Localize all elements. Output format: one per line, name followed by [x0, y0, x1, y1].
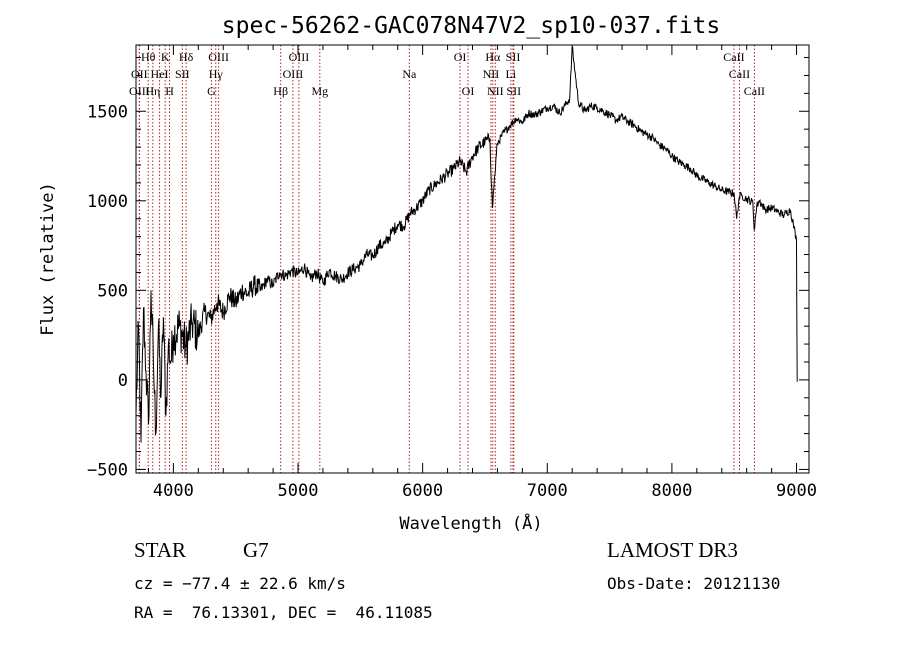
y-tick-label: 1500: [87, 102, 128, 122]
series-layer: [135, 45, 798, 443]
spectral-line-label: Hθ: [141, 50, 156, 64]
y-tick-label: 500: [97, 281, 128, 301]
spectral-line-label: H: [165, 84, 174, 98]
ra-dec-coordinates: RA = 76.13301, DEC = 46.11085: [134, 603, 433, 622]
spectral-line-label: K: [161, 50, 170, 64]
object-class: STAR: [134, 538, 186, 562]
spectral-line-label: OI: [462, 84, 475, 98]
y-axis-label: Flux (relative): [38, 182, 58, 336]
spectral-line-label: Hβ: [273, 84, 288, 98]
x-tick-label: 4000: [153, 481, 194, 501]
spectral-line-label: Hη: [145, 84, 160, 98]
x-axis: 4000 5000 6000 7000 8000 9000: [147, 45, 817, 501]
y-tick-label: 1000: [87, 192, 128, 212]
x-tick-label: 5000: [278, 481, 319, 501]
x-tick-label: 9000: [776, 481, 817, 501]
x-axis-label: Wavelength (Å): [399, 512, 542, 534]
spectral-line-label: Na: [402, 67, 417, 81]
spectral-line-label: SII: [175, 67, 190, 81]
spectral-line-label: HeI: [151, 67, 169, 81]
spectral-line-label: OI: [454, 50, 467, 64]
y-axis: −500 0 500 1000 1500: [87, 57, 809, 480]
spectral-line-label: Hα: [485, 50, 501, 64]
spectral-line-label: Mg: [311, 84, 328, 98]
spectral-line-label: OIII: [129, 84, 150, 98]
spectral-line-label: SII: [506, 50, 521, 64]
plot-frame: [135, 44, 810, 474]
y-tick-label: −500: [87, 460, 128, 480]
redshift-cz: cz = −77.4 ± 22.6 km/s: [134, 574, 346, 593]
spectral-line-label: OIII: [289, 50, 310, 64]
spectral-line-label: NII: [483, 67, 500, 81]
spectral-line-label: CaII: [723, 50, 744, 64]
spectral-line-label: CaII: [729, 67, 750, 81]
spectral-line-label: Li: [506, 67, 517, 81]
survey-name: LAMOST DR3: [607, 538, 738, 562]
spectral-line-label: OIII: [208, 50, 229, 64]
x-tick-label: 8000: [651, 481, 692, 501]
flux-series-line: [135, 45, 798, 443]
observation-date: Obs-Date: 20121130: [607, 574, 781, 593]
spectral-line-label: CaII: [744, 84, 765, 98]
spectral-line-label: G: [207, 84, 216, 98]
chart-title: spec-56262-GAC078N47V2_sp10-037.fits: [222, 13, 721, 39]
x-tick-label: 6000: [402, 481, 443, 501]
object-subclass: G7: [243, 538, 269, 562]
spectral-line-label: Hδ: [179, 50, 194, 64]
spectral-line-label: NII: [487, 84, 504, 98]
x-tick-label: 7000: [527, 481, 568, 501]
spectral-line-label: SII: [506, 84, 521, 98]
spectral-line-label: Hγ: [209, 67, 224, 81]
spectral-line-label: OIII: [283, 67, 304, 81]
y-tick-label: 0: [118, 371, 128, 391]
